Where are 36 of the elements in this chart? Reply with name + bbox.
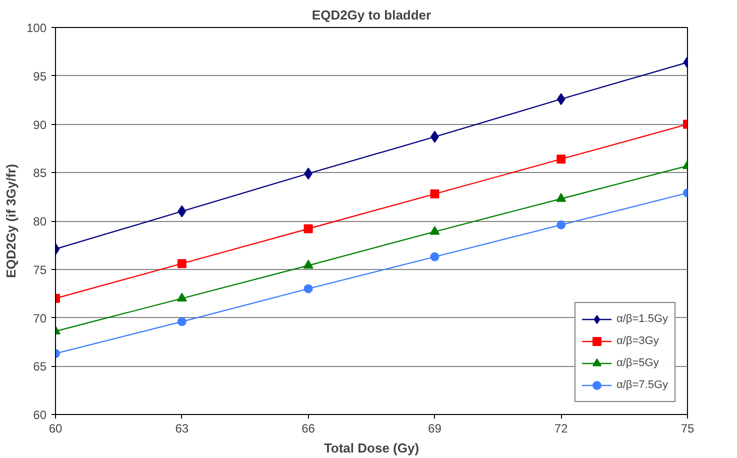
x-axis-title: Total Dose (Gy): [324, 440, 420, 456]
x-tick-label: 66: [302, 422, 316, 436]
x-tick-label: 72: [554, 422, 568, 436]
y-tick-label: 95: [33, 69, 47, 84]
y-tick-label: 80: [33, 214, 47, 228]
x-tick-label: 63: [175, 422, 189, 436]
point: [556, 93, 566, 106]
point: [556, 154, 566, 164]
y-tick-label: 65: [33, 360, 47, 374]
point: [177, 259, 186, 268]
x-tick-label: 69: [428, 422, 442, 436]
x-tick-label: 75: [680, 422, 694, 436]
point: [176, 292, 187, 302]
point: [304, 284, 313, 294]
point: [304, 224, 313, 234]
point: [430, 226, 440, 235]
point: [177, 317, 186, 326]
legend-label: α/β=3Gy: [616, 335, 659, 347]
x-tick-label: 60: [48, 422, 62, 436]
point: [430, 252, 440, 262]
legend-label: α/β=5Gy: [616, 357, 659, 369]
legend-label: α/β=1.5Gy: [616, 313, 668, 325]
y-tick-label: 90: [33, 118, 47, 132]
point: [178, 205, 186, 218]
y-tick-label: 60: [33, 408, 47, 422]
y-tick-label: 75: [33, 262, 47, 277]
point: [556, 220, 566, 230]
y-axis-title: EQD2Gy (if 3Gy/fr): [3, 164, 18, 278]
point: [303, 260, 314, 269]
point: [430, 189, 440, 198]
point: [556, 193, 566, 202]
legend-label: α/β=7.5Gy: [616, 379, 668, 391]
chart-title: EQD2Gy to bladder: [312, 8, 432, 22]
y-tick-label: 100: [26, 21, 47, 35]
y-tick-label: 70: [33, 311, 47, 326]
y-tick-label: 85: [33, 166, 47, 180]
